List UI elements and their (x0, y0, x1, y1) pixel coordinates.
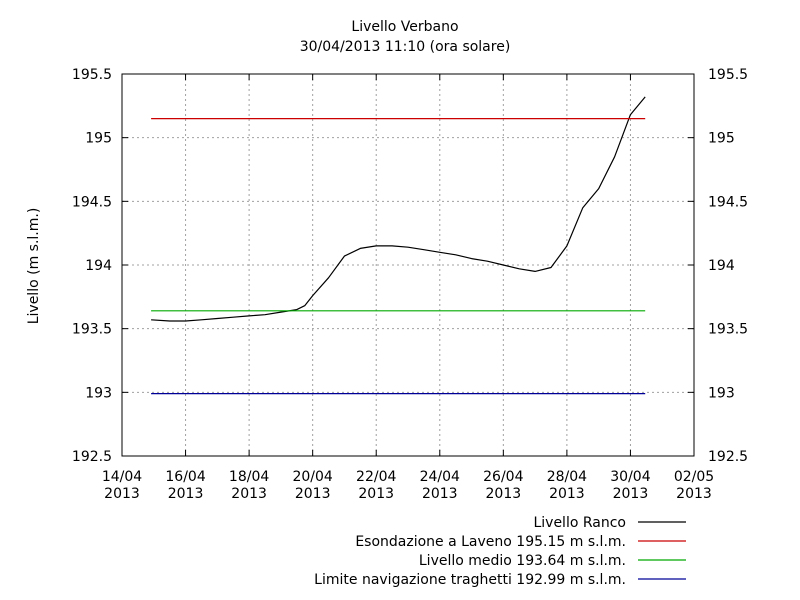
x-tick-label-year: 2013 (295, 486, 331, 502)
y-tick-label-right: 194 (708, 258, 735, 274)
x-tick-label-date: 28/04 (547, 469, 587, 485)
y-tick-labels: 195.5 195.5 195 195 194.5 194.5 194 194 193.5 193… (72, 67, 748, 465)
y-tick-label-left: 194 (85, 258, 112, 274)
x-tick-label-year: 2013 (549, 486, 585, 502)
y-tick-label-right: 195.5 (708, 67, 748, 83)
y-tick-label-left: 195 (85, 131, 112, 147)
legend-label: Limite navigazione traghetti 192.99 m s.… (314, 572, 626, 588)
y-tick-label-right: 195 (708, 131, 735, 147)
y-axis-label: Livello (m s.l.m.) (26, 208, 42, 325)
x-tick-labels: 14/04201316/04201318/04201320/04201322/0… (102, 469, 714, 502)
y-tick-label-right: 192.5 (708, 449, 748, 465)
x-tick-label-year: 2013 (422, 486, 458, 502)
plot-frame (121, 73, 695, 457)
chart-subtitle: 30/04/2013 11:10 (ora solare) (300, 39, 511, 55)
x-tick-label-year: 2013 (613, 486, 649, 502)
legend-label: Livello medio 193.64 m s.l.m. (419, 553, 626, 569)
x-tick-label-date: 24/04 (420, 469, 460, 485)
legend-label: Esondazione a Laveno 195.15 m s.l.m. (355, 534, 626, 550)
x-tick-label-year: 2013 (486, 486, 522, 502)
y-tick-label-left: 193.5 (72, 322, 112, 338)
x-tick-label-year: 2013 (168, 486, 204, 502)
legend-label: Livello Ranco (533, 515, 626, 531)
x-tick-label-date: 26/04 (483, 469, 523, 485)
x-tick-label-date: 20/04 (292, 469, 332, 485)
x-tick-label-year: 2013 (676, 486, 712, 502)
series-line-livello-ranco (151, 96, 646, 322)
x-tick-label-year: 2013 (231, 486, 267, 502)
y-tick-label-left: 194.5 (72, 194, 112, 210)
grid-lines (122, 74, 694, 456)
x-tick-label-date: 14/04 (102, 469, 142, 485)
chart-title: Livello Verbano (351, 19, 458, 35)
x-tick-label-date: 18/04 (229, 469, 269, 485)
legend: Livello Ranco Esondazione a Laveno 195.15… (314, 515, 686, 588)
x-tick-label-year: 2013 (104, 486, 140, 502)
x-tick-label-date: 16/04 (165, 469, 205, 485)
y-tick-label-right: 193 (708, 385, 735, 401)
x-tick-label-date: 02/05 (674, 469, 714, 485)
y-tick-label-left: 192.5 (72, 449, 112, 465)
x-tick-label-date: 30/04 (610, 469, 650, 485)
y-tick-label-left: 193 (85, 385, 112, 401)
y-tick-label-right: 194.5 (708, 194, 748, 210)
y-tick-label-right: 193.5 (708, 322, 748, 338)
x-tick-label-date: 22/04 (356, 469, 396, 485)
x-tick-label-year: 2013 (358, 486, 394, 502)
y-tick-label-left: 195.5 (72, 67, 112, 83)
plot-area (151, 96, 646, 395)
